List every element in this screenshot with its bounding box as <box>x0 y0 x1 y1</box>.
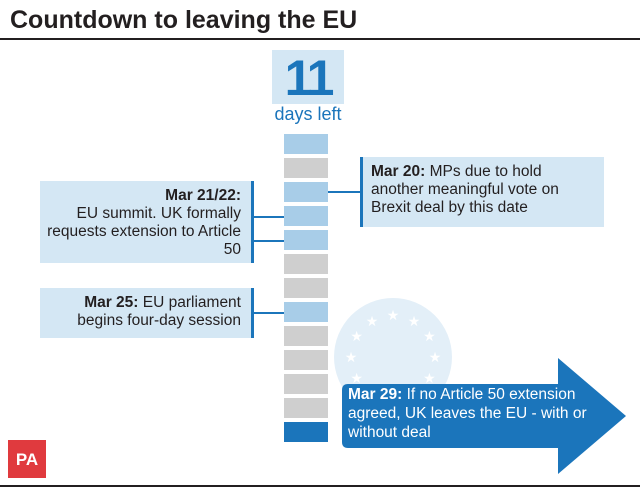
star-icon: ★ <box>407 312 421 329</box>
event-mar21-date: Mar 21/22: <box>165 187 241 204</box>
event-mar29: Mar 29: If no Article 50 extension agree… <box>348 385 618 442</box>
countdown-day-segment <box>284 422 328 442</box>
footer-divider <box>0 485 640 487</box>
event-mar29-text: If no Article 50 extension agreed, UK le… <box>348 386 587 441</box>
event-mar25: Mar 25: EU parliament begins four-day se… <box>40 288 254 338</box>
countdown-day-segment <box>284 398 328 418</box>
connector-mar22 <box>254 240 284 242</box>
connector-mar25 <box>254 312 284 314</box>
star-icon: ★ <box>350 370 363 386</box>
pa-logo: PA <box>8 440 46 478</box>
star-icon: ★ <box>350 328 363 344</box>
countdown-day-segment <box>284 374 328 394</box>
event-mar29-date: Mar 29: <box>348 386 403 403</box>
event-mar20-text: MPs due to hold another meaningful vote … <box>371 163 559 216</box>
countdown-day-segment <box>284 278 328 298</box>
event-mar25-text: EU parliament begins four-day session <box>77 294 241 329</box>
event-mar20: Mar 20: MPs due to hold another meaningf… <box>360 157 604 227</box>
connector-mar21 <box>254 216 284 218</box>
countdown-day-segment <box>284 158 328 178</box>
countdown-day-segment <box>284 254 328 274</box>
page-title: Countdown to leaving the EU <box>10 6 358 34</box>
star-icon: ★ <box>423 328 436 344</box>
connector-mar20 <box>328 191 360 193</box>
countdown-day-segment <box>284 182 328 202</box>
event-mar21: Mar 21/22: EU summit. UK formally reques… <box>40 181 254 263</box>
countdown-day-segment <box>284 134 328 154</box>
days-left-label: days left <box>274 104 342 124</box>
days-left-number: 11 <box>272 50 344 106</box>
event-mar25-date: Mar 25: <box>84 294 139 311</box>
title-divider <box>0 38 640 40</box>
event-mar21-text: EU summit. UK formally requests extensio… <box>47 205 241 258</box>
right-arrow-icon <box>342 358 626 474</box>
event-mar20-date: Mar 20: <box>371 163 426 180</box>
countdown-day-segment <box>284 230 328 250</box>
countdown-day-segment <box>284 350 328 370</box>
star-icon: ★ <box>423 370 436 386</box>
star-icon: ★ <box>365 312 379 329</box>
countdown-day-segment <box>284 326 328 346</box>
countdown-day-segment <box>284 302 328 322</box>
star-icon: ★ <box>386 307 400 323</box>
countdown-day-segment <box>284 206 328 226</box>
star-icon: ★ <box>428 349 442 365</box>
star-icon: ★ <box>344 349 358 365</box>
